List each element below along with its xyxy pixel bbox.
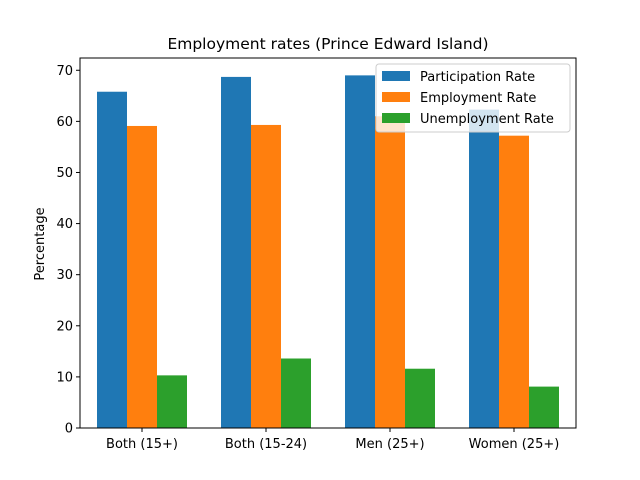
y-tick-label: 40 (56, 217, 73, 232)
legend-label: Unemployment Rate (420, 112, 554, 127)
bar-unemployment-rate-3 (529, 386, 559, 428)
legend-box (375, 63, 571, 133)
y-tick-label: 10 (56, 370, 73, 385)
y-tick-label: 0 (65, 422, 73, 437)
y-tick-label: 30 (56, 268, 73, 283)
x-tick-label: Both (15+) (106, 437, 178, 452)
plot-frame (79, 57, 577, 429)
bar-unemployment-rate-0 (157, 375, 187, 428)
y-tick-label: 70 (56, 64, 73, 79)
bar-unemployment-rate-1 (281, 358, 311, 428)
bar-employment-rate-1 (251, 124, 281, 429)
chart-title: Employment rates (Prince Edward Island) (167, 35, 488, 53)
bar-participation-rate-1 (221, 76, 251, 428)
legend: Participation Rate Employment Rate Unemplo… (375, 63, 571, 133)
legend-label: Employment Rate (420, 91, 536, 106)
bar-employment-rate-3 (499, 135, 529, 428)
bars-group (97, 75, 559, 429)
x-tick-label: Women (25+) (469, 437, 560, 452)
legend-swatch (382, 92, 410, 102)
bar-participation-rate-0 (97, 91, 127, 428)
y-tick-label: 20 (56, 319, 73, 334)
bar-unemployment-rate-2 (405, 368, 435, 428)
bar-participation-rate-3 (469, 109, 499, 428)
x-tick-label: Both (15-24) (225, 437, 307, 452)
x-axis: Both (15+) Both (15-24) Men (25+) Women (25… (106, 428, 559, 452)
y-axis-label: Percentage (33, 207, 48, 280)
y-tick-label: 60 (56, 115, 73, 130)
legend-swatch (382, 113, 410, 123)
bar-employment-rate-2 (375, 116, 405, 428)
y-tick-label: 50 (56, 166, 73, 181)
legend-label: Participation Rate (420, 70, 535, 85)
y-axis: 0 10 20 30 40 50 60 70 (56, 64, 80, 437)
bar-employment-rate-0 (127, 125, 157, 429)
bar-participation-rate-2 (345, 75, 375, 428)
legend-swatch (382, 71, 410, 81)
x-tick-label: Men (25+) (355, 437, 424, 452)
